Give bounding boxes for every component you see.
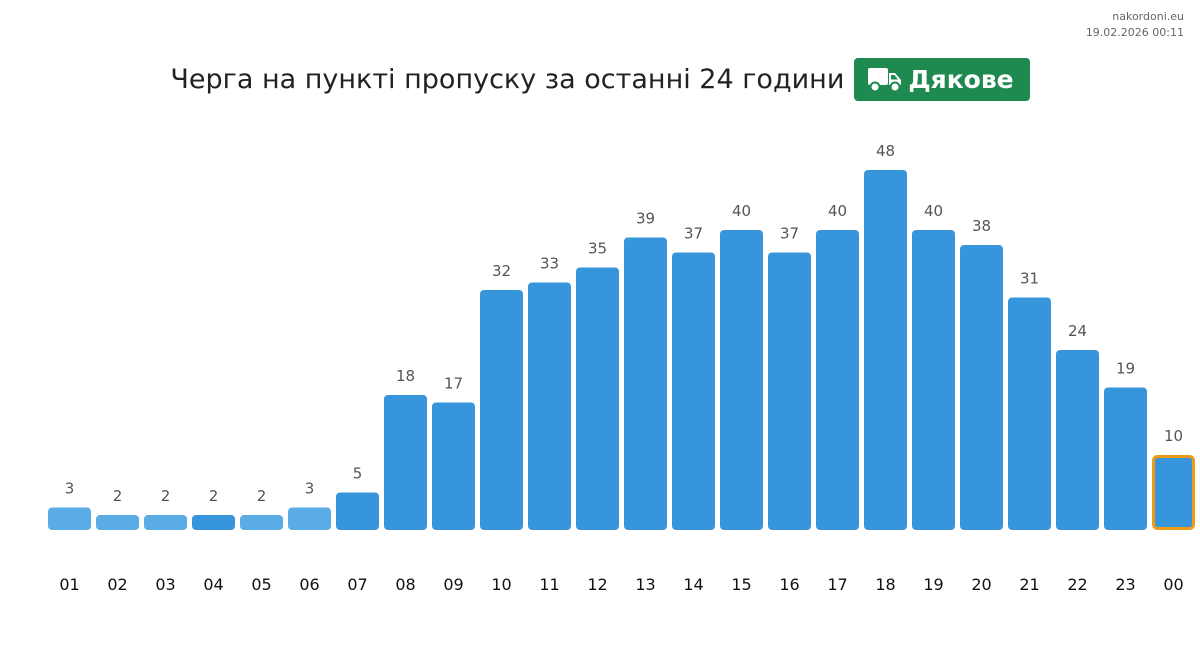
x-tick-04: 04: [203, 575, 223, 594]
page-title: Черга на пункті пропуску за останні 24 г…: [170, 64, 845, 95]
bar-11: [528, 282, 571, 530]
x-tick-09: 09: [443, 575, 463, 594]
bar-08: [384, 395, 427, 530]
bar-02: [96, 515, 139, 530]
bar-23: [1104, 387, 1147, 530]
value-label-20: 38: [972, 217, 991, 235]
bar-15: [720, 230, 763, 530]
x-tick-14: 14: [683, 575, 703, 594]
bar-21: [1008, 297, 1051, 530]
value-label-01: 3: [65, 480, 75, 498]
value-label-18: 48: [876, 142, 895, 160]
bar-01: [48, 507, 91, 530]
value-label-19: 40: [924, 202, 943, 220]
x-tick-13: 13: [635, 575, 655, 594]
x-tick-16: 16: [779, 575, 799, 594]
x-tick-22: 22: [1067, 575, 1087, 594]
bar-07: [336, 492, 379, 530]
x-tick-06: 06: [299, 575, 319, 594]
source-timestamp: 19.02.2026 00:11: [1085, 26, 1184, 39]
value-label-21: 31: [1020, 270, 1039, 288]
value-label-09: 17: [444, 375, 463, 393]
value-label-02: 2: [113, 487, 123, 505]
bar-12: [576, 267, 619, 530]
x-tick-11: 11: [539, 575, 559, 594]
value-label-00: 10: [1164, 427, 1183, 445]
value-label-12: 35: [588, 240, 607, 258]
bar-18: [864, 170, 907, 530]
bar-14: [672, 252, 715, 530]
x-tick-23: 23: [1115, 575, 1135, 594]
checkpoint-name: Дякове: [908, 65, 1014, 94]
value-label-23: 19: [1116, 360, 1135, 378]
value-label-10: 32: [492, 262, 511, 280]
value-label-17: 40: [828, 202, 847, 220]
x-tick-18: 18: [875, 575, 895, 594]
bar-22: [1056, 350, 1099, 530]
x-tick-21: 21: [1019, 575, 1039, 594]
bar-20: [960, 245, 1003, 530]
x-tick-02: 02: [107, 575, 127, 594]
value-label-03: 2: [161, 487, 171, 505]
value-label-11: 33: [540, 255, 559, 273]
bar-06: [288, 507, 331, 530]
value-label-14: 37: [684, 225, 703, 243]
value-label-22: 24: [1068, 322, 1087, 340]
x-tick-01: 01: [59, 575, 79, 594]
x-tick-08: 08: [395, 575, 415, 594]
value-label-15: 40: [732, 202, 751, 220]
value-label-13: 39: [636, 210, 655, 228]
bar-05: [240, 515, 283, 530]
bar-00: [1152, 455, 1195, 530]
x-tick-00: 00: [1163, 575, 1183, 594]
bar-03: [144, 515, 187, 530]
bar-09: [432, 402, 475, 530]
value-label-04: 2: [209, 487, 219, 505]
value-label-06: 3: [305, 480, 315, 498]
value-label-16: 37: [780, 225, 799, 243]
x-tick-12: 12: [587, 575, 607, 594]
chart-header: Черга на пункті пропуску за останні 24 г…: [0, 58, 1200, 101]
truck-icon: [868, 67, 902, 92]
value-label-08: 18: [396, 367, 415, 385]
bar-04: [192, 515, 235, 530]
x-tick-03: 03: [155, 575, 175, 594]
x-tick-10: 10: [491, 575, 511, 594]
x-tick-19: 19: [923, 575, 943, 594]
bar-13: [624, 237, 667, 530]
source-info: nakordoni.eu 19.02.2026 00:11: [1086, 9, 1184, 41]
x-tick-07: 07: [347, 575, 367, 594]
value-label-07: 5: [353, 465, 363, 483]
x-tick-15: 15: [731, 575, 751, 594]
checkpoint-badge: Дякове: [854, 58, 1030, 101]
source-site: nakordoni.eu: [1112, 10, 1184, 23]
x-tick-17: 17: [827, 575, 847, 594]
bar-17: [816, 230, 859, 530]
x-tick-05: 05: [251, 575, 271, 594]
bar-16: [768, 252, 811, 530]
bar-19: [912, 230, 955, 530]
bar-10: [480, 290, 523, 530]
value-label-05: 2: [257, 487, 267, 505]
x-tick-20: 20: [971, 575, 991, 594]
